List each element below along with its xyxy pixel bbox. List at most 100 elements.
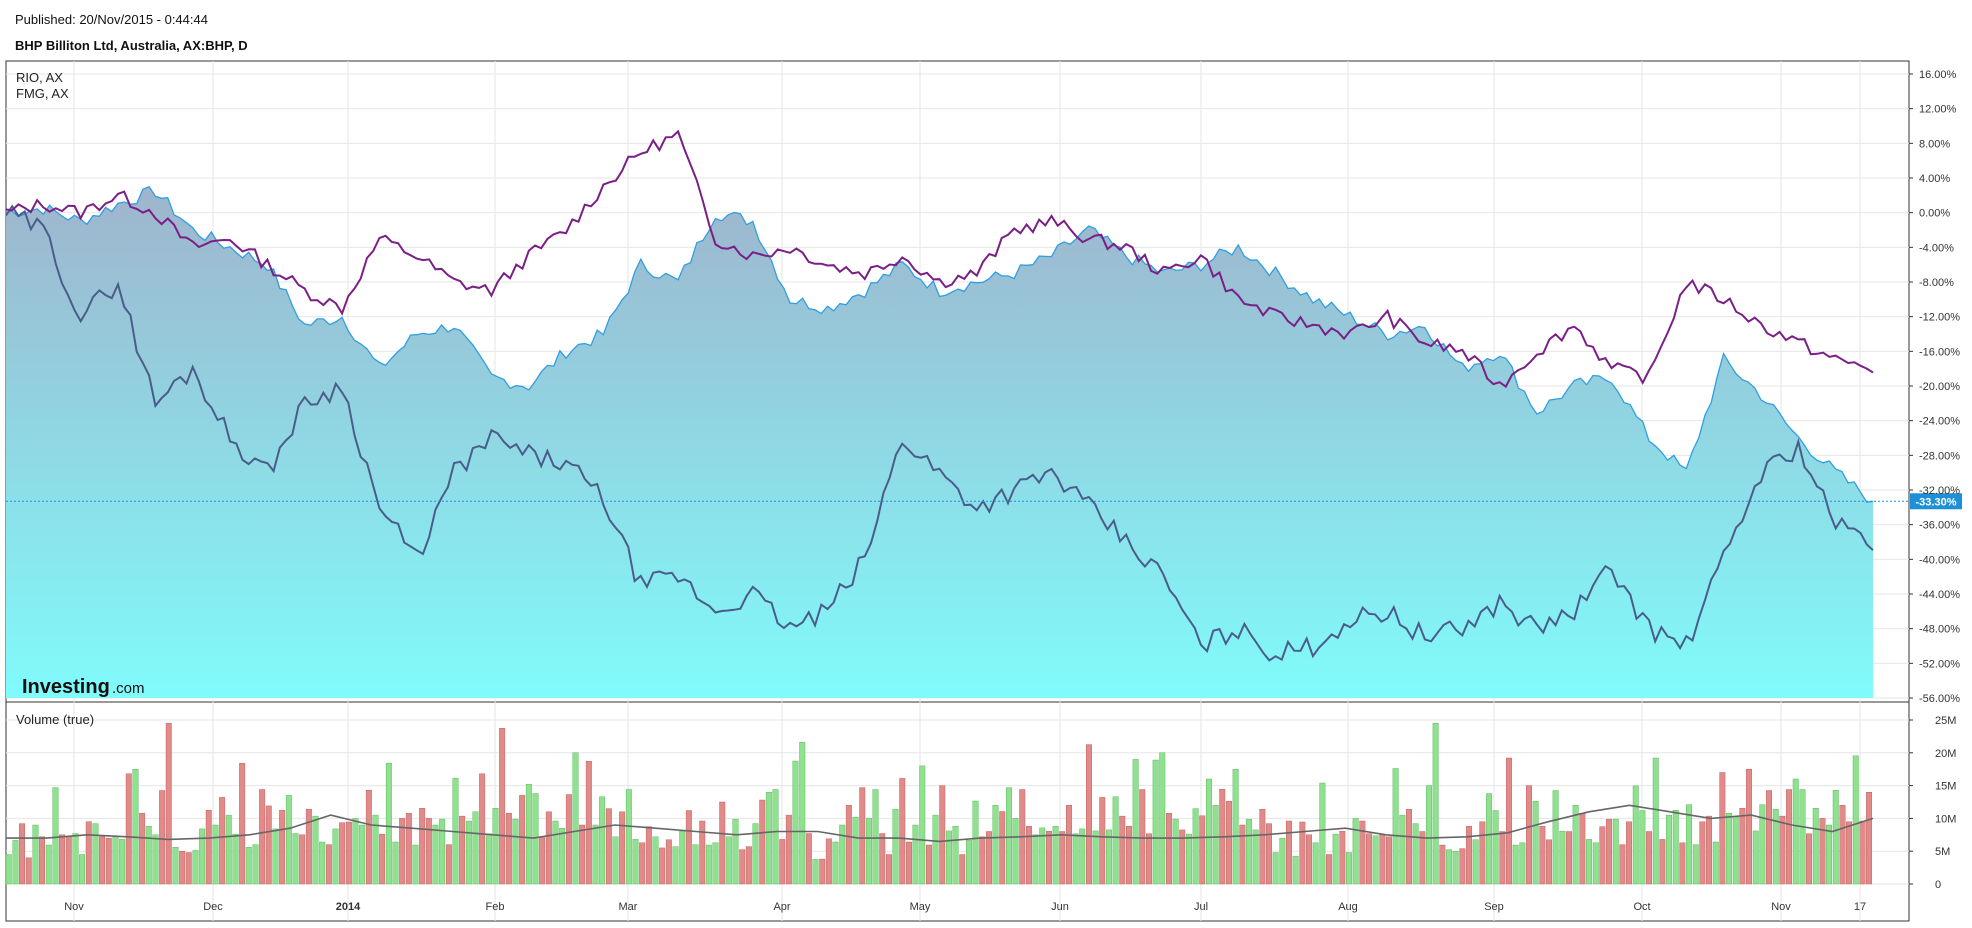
volume-bar [1559,831,1566,885]
volume-bar [1532,801,1539,885]
volume-bar [752,823,759,885]
volume-bar [485,833,492,885]
y-tick-label: 4.00% [1919,173,1950,185]
volume-bar [572,752,579,885]
volume-bar [1639,810,1646,885]
volume-bar [105,837,112,885]
volume-bar [445,844,452,885]
volume-bar [1619,844,1626,885]
volume-bar [1806,833,1813,885]
y-axis: 16.00% 12.00% 8.00% 4.00% 0.00% -4.00% -8.00% -… [1909,69,1960,891]
volume-y-tick-label: 25M [1935,715,1956,727]
volume-bar [1285,820,1292,885]
volume-bar [1132,759,1139,885]
volume-bar [45,844,52,885]
volume-bar [1419,831,1426,885]
volume-bar [272,828,279,885]
volume-bar [412,844,419,885]
volume-bar [345,821,352,885]
volume-bar [525,784,532,885]
volume-bar [1519,842,1526,885]
volume-bar [952,826,959,885]
volume-bar [1499,831,1506,885]
volume-bar [199,828,206,885]
volume-bar [719,801,726,885]
volume-bar [385,763,392,885]
volume-bar [172,847,179,885]
volume-bar [1492,810,1499,885]
rio-series-line [5,129,1874,389]
volume-bar [1699,821,1706,885]
volume-bar [625,789,632,885]
volume-bar [1439,844,1446,885]
volume-bar [112,836,119,885]
volume-bar [1859,820,1866,885]
investing-logo: Investing .com [22,676,145,698]
volume-bar [1772,809,1779,885]
volume-bar [579,824,586,885]
volume-bar [912,824,919,885]
volume-bar [1486,793,1493,885]
volume-y-tick-label: 20M [1935,748,1956,760]
y-tick-label: 12.00% [1919,104,1957,116]
volume-bars-layer [5,723,1874,885]
volume-bar [979,836,986,885]
volume-bar [1205,778,1212,885]
volume-bar [1352,818,1359,885]
volume-bar [1345,852,1352,885]
volume-bar [1539,826,1546,885]
volume-bar [986,831,992,885]
volume-bar [785,814,792,885]
y-tick-label: -16.00% [1919,346,1960,358]
volume-bar [5,854,12,885]
volume-bar [1732,816,1739,885]
chart-title: BHP Billiton Ltd, Australia, AX:BHP, D [15,38,248,53]
volume-bar [1279,837,1286,885]
volume-bar [1586,839,1593,885]
volume-bar [79,854,86,885]
volume-bar [759,799,766,885]
volume-bar [1145,833,1152,885]
volume-bar [966,840,972,885]
volume-bar [1412,823,1419,885]
legend-item-fmg: FMG, AX [16,86,69,101]
y-tick-label: -4.00% [1919,242,1954,254]
volume-bar [899,778,906,885]
volume-bar [1672,810,1679,885]
volume-bar [1312,842,1319,885]
volume-bar [1299,821,1306,885]
volume-bar [1265,823,1272,885]
volume-bar [1092,830,1099,885]
logo-main: Investing [22,676,110,698]
volume-bar [19,823,25,885]
volume-bar [1512,844,1519,885]
volume-bar [405,813,412,885]
volume-bar [1746,769,1753,885]
volume-bar [132,769,139,885]
volume-bar [612,836,619,885]
y-tick-label: -52.00% [1919,658,1960,670]
volume-bar [879,833,886,885]
volume-bar [245,847,252,885]
volume-bar [1259,809,1266,885]
volume-bar [1372,835,1379,885]
volume-bar [852,816,859,885]
volume-bar [192,850,199,885]
x-tick-label: 2014 [336,901,361,913]
volume-bar [72,833,79,885]
volume-bar [279,810,286,885]
volume-bar [705,844,712,885]
volume-y-tick-label: 10M [1935,813,1956,825]
x-axis: Nov Dec 2014 Feb Mar Apr May Jun Jul Aug Sep Oct Nov… [64,901,1866,913]
volume-bar [152,834,159,885]
y-tick-label: 8.00% [1919,138,1950,150]
volume-bar [292,833,299,885]
volume-bar [1819,818,1826,885]
volume-bar [332,828,339,885]
volume-bar [959,854,966,885]
volume-bar [685,810,692,885]
volume-bar [1112,796,1119,885]
volume-bar [886,854,892,885]
volume-bar [312,815,319,885]
